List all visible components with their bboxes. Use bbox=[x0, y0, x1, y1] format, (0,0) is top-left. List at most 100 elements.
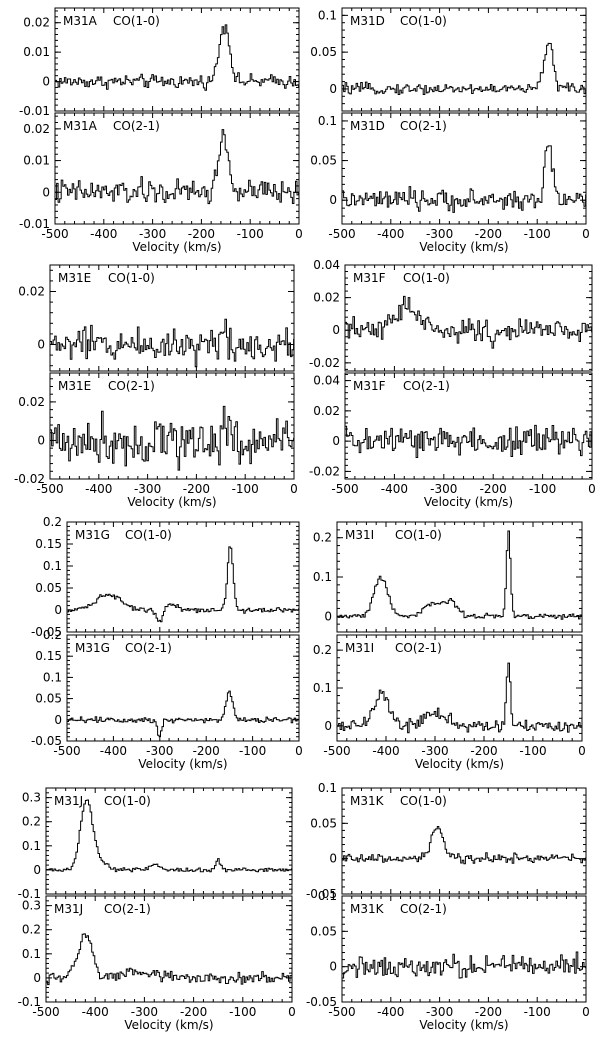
spectrum-line bbox=[46, 933, 293, 986]
x-tick-label: -200 bbox=[480, 482, 507, 496]
x-tick-label: -400 bbox=[100, 744, 127, 758]
spectrum-line bbox=[345, 295, 593, 349]
x-tick-label: -300 bbox=[134, 482, 161, 496]
y-tick-label: 0 bbox=[33, 971, 41, 985]
x-tick-label: -500 bbox=[41, 227, 68, 241]
x-tick-label: -500 bbox=[323, 744, 350, 758]
y-tick-label: 0 bbox=[54, 603, 62, 617]
y-tick-label: 0 bbox=[54, 713, 62, 727]
x-tick-label: -300 bbox=[146, 744, 173, 758]
y-tick-label: 0 bbox=[33, 863, 41, 877]
y-tick-label: 0.1 bbox=[318, 781, 337, 795]
spectrum-panel: -0.01 0 0.01 0.02 -500 -400 -300 -200 -100 0 Veloc… bbox=[19, 112, 303, 254]
source-label: M31J bbox=[54, 902, 83, 916]
y-tick-label: 0.1 bbox=[318, 8, 337, 22]
y-tick-label: 0.02 bbox=[23, 16, 50, 30]
y-tick-label: 0 bbox=[329, 193, 337, 207]
transition-label: CO(2-1) bbox=[125, 641, 172, 655]
y-tick-label: 0.05 bbox=[35, 692, 62, 706]
spectrum-line bbox=[46, 799, 293, 873]
x-tick-label: -200 bbox=[475, 1005, 502, 1019]
y-tick-label: 0 bbox=[332, 323, 340, 337]
y-tick-label: 0.2 bbox=[43, 628, 62, 642]
x-tick-label: -300 bbox=[426, 1005, 453, 1019]
transition-label: CO(2-1) bbox=[104, 902, 151, 916]
spectrum-line bbox=[50, 318, 295, 368]
x-tick-label: -400 bbox=[381, 482, 408, 496]
y-tick-label: -0.05 bbox=[31, 625, 62, 639]
source-label: M31I bbox=[345, 641, 374, 655]
y-tick-label: -0.02 bbox=[14, 472, 45, 486]
spectrum-line bbox=[342, 42, 587, 95]
spectrum-line bbox=[345, 424, 593, 458]
plot-frame bbox=[344, 264, 593, 372]
x-tick-label: 0 bbox=[588, 482, 596, 496]
x-tick-label: -100 bbox=[519, 744, 546, 758]
y-tick-label: 0 bbox=[42, 185, 50, 199]
x-tick-label: -300 bbox=[430, 482, 457, 496]
x-axis-label: Velocity (km/s) bbox=[424, 495, 513, 509]
y-tick-label: -0.02 bbox=[309, 464, 340, 478]
x-tick-label: 0 bbox=[578, 744, 586, 758]
x-axis-label: Velocity (km/s) bbox=[419, 1018, 508, 1032]
y-tick-label: -0.05 bbox=[31, 734, 62, 748]
spectrum-line bbox=[67, 546, 300, 623]
y-tick-label: -0.01 bbox=[19, 104, 50, 118]
transition-label: CO(1-0) bbox=[104, 794, 151, 808]
x-tick-label: -500 bbox=[32, 1005, 59, 1019]
plot-frame bbox=[54, 7, 300, 112]
source-label: M31I bbox=[345, 528, 374, 542]
y-tick-label: -0.02 bbox=[309, 356, 340, 370]
x-tick-label: -200 bbox=[180, 1005, 207, 1019]
source-label: M31K bbox=[350, 902, 385, 916]
spectrum-panel: -0.02 0 0.02 0.04 -500 -400 -300 -200 -100 0 Veloc… bbox=[309, 372, 596, 509]
x-tick-label: -500 bbox=[328, 227, 355, 241]
spectrum-panel: -0.05 0 0.05 0.1 0.15 0.2 -500 -400 -300 -200 -100… bbox=[31, 628, 303, 771]
y-tick-label: 0.02 bbox=[313, 291, 340, 305]
x-tick-label: -400 bbox=[377, 1005, 404, 1019]
x-tick-label: -500 bbox=[53, 744, 80, 758]
spectrum-line bbox=[67, 690, 299, 738]
x-tick-label: -400 bbox=[82, 1005, 109, 1019]
plot-frame bbox=[66, 521, 300, 633]
spectrum-panel: 0 0.05 0.1 -500 -400 -300 -200 -100 0 Velocity (k… bbox=[310, 112, 590, 254]
source-label: M31E bbox=[58, 271, 91, 285]
transition-label: CO(2-1) bbox=[400, 119, 447, 133]
x-tick-label: 0 bbox=[582, 1005, 590, 1019]
source-label: M31G bbox=[75, 528, 110, 542]
x-tick-label: -200 bbox=[475, 227, 502, 241]
transition-label: CO(1-0) bbox=[403, 271, 450, 285]
source-label: M31A bbox=[63, 14, 98, 28]
spectrum-panel: 0 0.05 0.1 M31D CO(1-0) bbox=[310, 7, 587, 112]
y-tick-label: 0.05 bbox=[310, 816, 337, 830]
spectrum-line bbox=[55, 129, 300, 205]
y-tick-label: 0 bbox=[332, 434, 340, 448]
x-tick-label: -500 bbox=[328, 1005, 355, 1019]
x-tick-label: -300 bbox=[139, 227, 166, 241]
spectrum-line bbox=[342, 145, 587, 213]
transition-label: CO(2-1) bbox=[395, 641, 442, 655]
x-tick-label: 0 bbox=[295, 744, 303, 758]
y-tick-label: 0.2 bbox=[22, 815, 41, 829]
y-tick-label: 0.1 bbox=[43, 559, 62, 573]
source-label: M31F bbox=[353, 271, 386, 285]
transition-label: CO(2-1) bbox=[400, 902, 447, 916]
transition-label: CO(2-1) bbox=[403, 379, 450, 393]
x-tick-label: -200 bbox=[470, 744, 497, 758]
transition-label: CO(1-0) bbox=[400, 14, 447, 28]
y-tick-label: 0.04 bbox=[313, 258, 340, 272]
y-tick-label: 0 bbox=[324, 719, 332, 733]
spectrum-line bbox=[55, 24, 300, 91]
spectrum-panel: -0.05 0 0.05 0.1 -500 -400 -300 -200 -100 0 Veloci… bbox=[306, 889, 590, 1032]
y-tick-label: 0.15 bbox=[35, 537, 62, 551]
transition-label: CO(1-0) bbox=[125, 528, 172, 542]
source-label: M31F bbox=[353, 379, 386, 393]
y-tick-label: 0.2 bbox=[313, 531, 332, 545]
source-label: M31D bbox=[350, 119, 385, 133]
y-tick-label: 0.1 bbox=[22, 839, 41, 853]
y-tick-label: 0.1 bbox=[22, 947, 41, 961]
transition-label: CO(1-0) bbox=[108, 271, 155, 285]
x-tick-label: -400 bbox=[85, 482, 112, 496]
y-tick-label: 0.05 bbox=[310, 924, 337, 938]
